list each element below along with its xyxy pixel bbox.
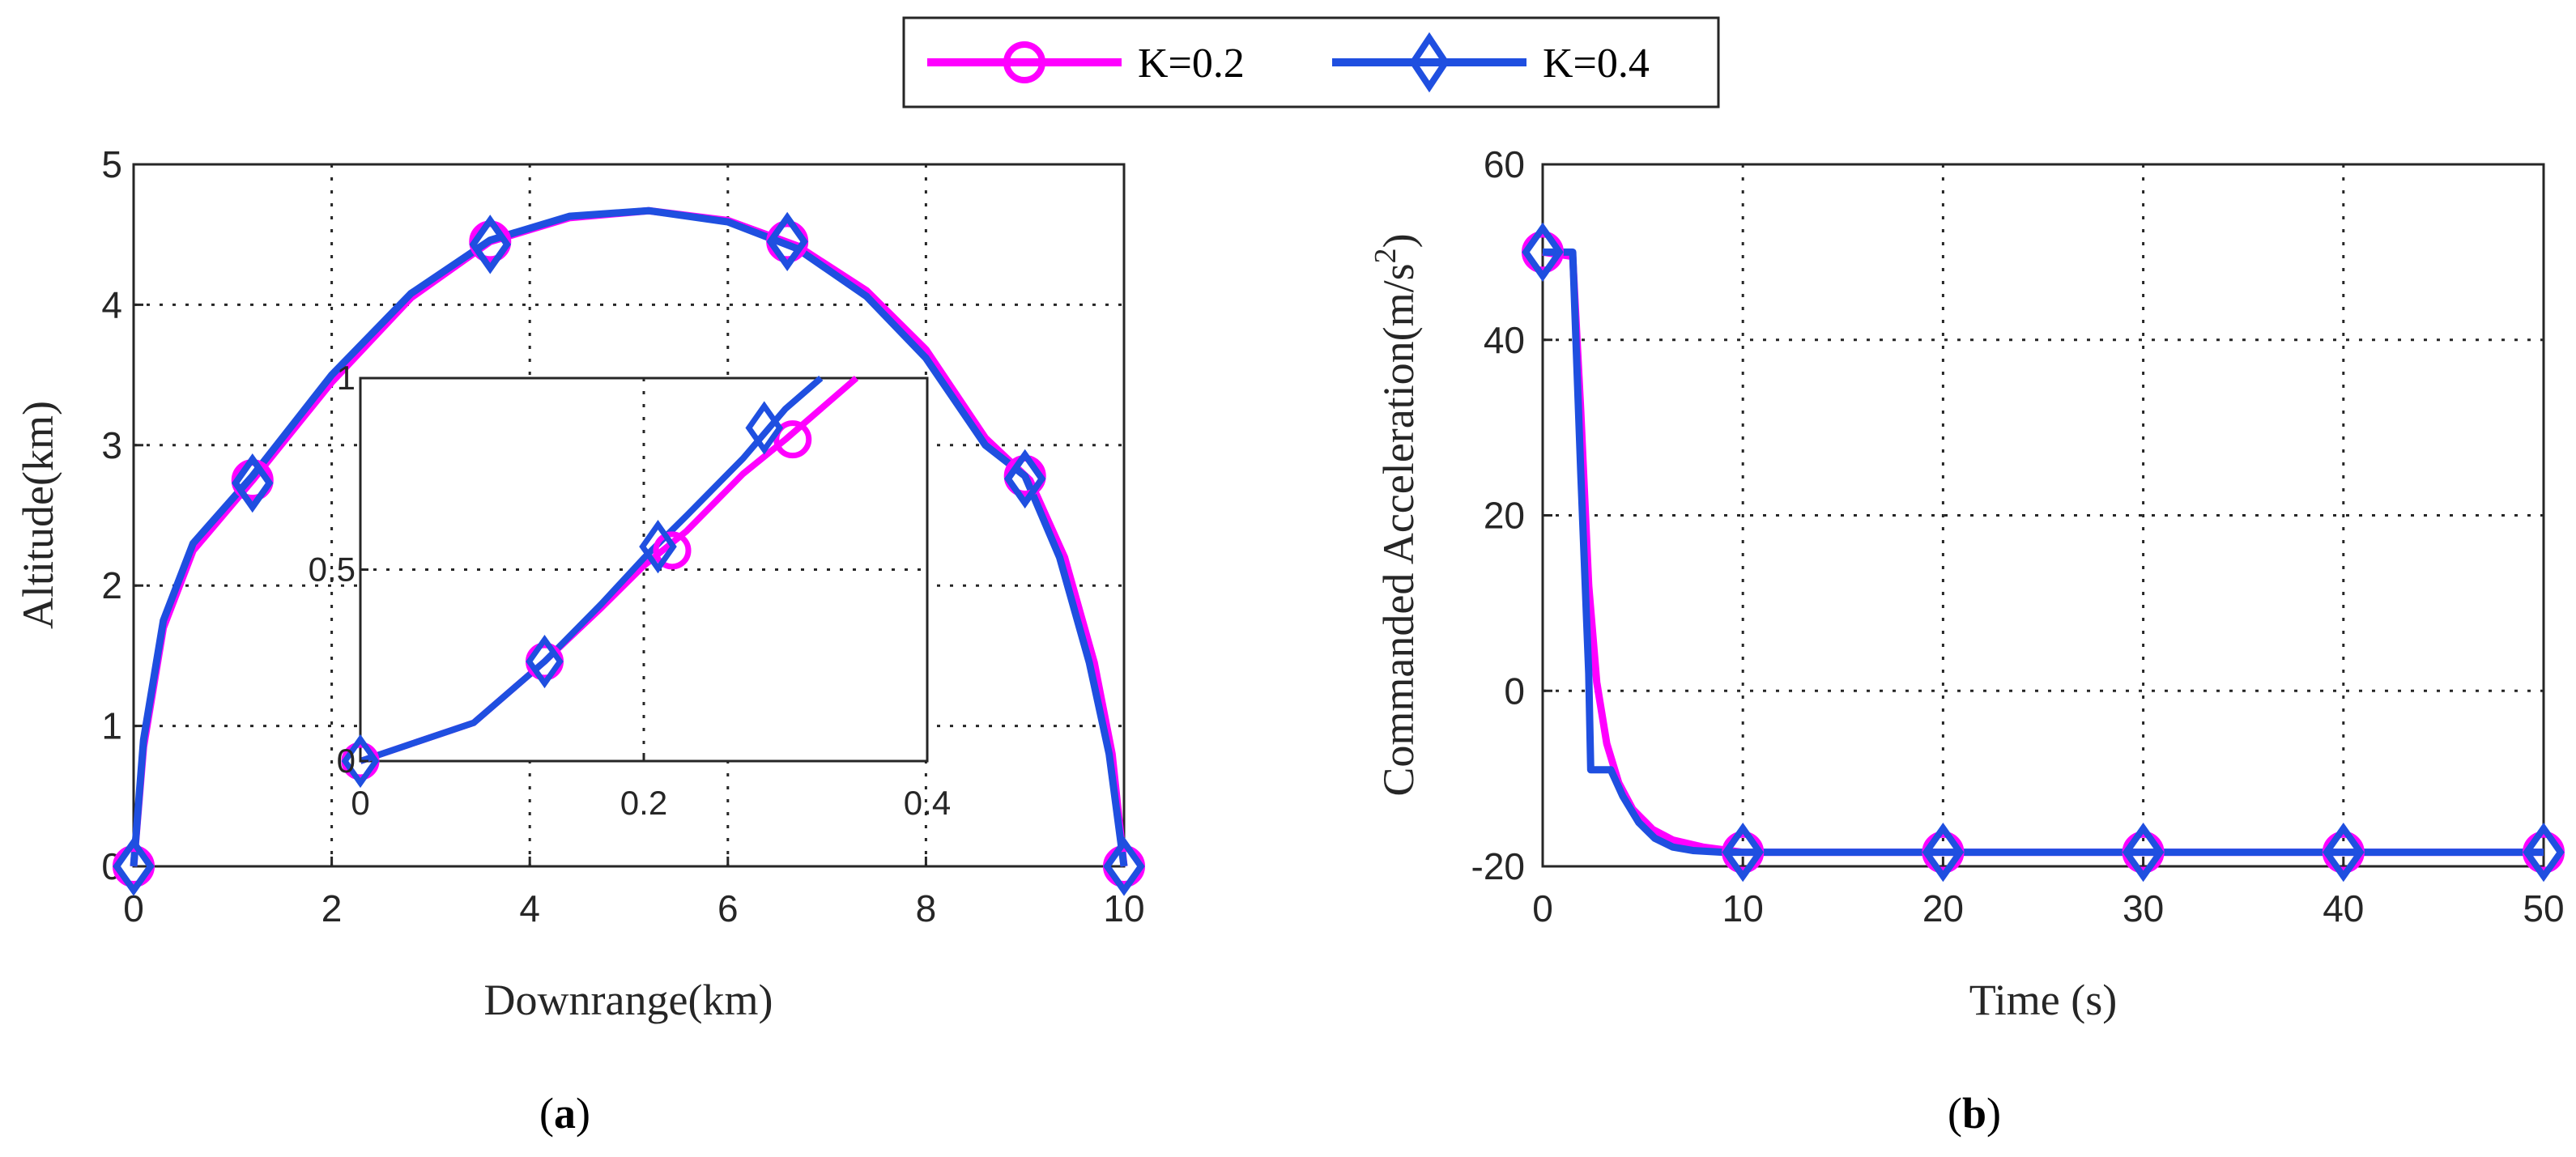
inset-x-ticks: 0 0.2 0.4	[351, 753, 951, 822]
inset-series	[341, 375, 859, 789]
x-tick-label: 0.2	[620, 784, 667, 822]
y-tick-label: 1	[101, 705, 122, 747]
y-tick-label: 0	[1504, 670, 1525, 712]
chart-b-panel-label: (b)	[1948, 1089, 2001, 1138]
y-tick-label: 4	[101, 283, 122, 325]
chart-b-xlabel: Time (s)	[1969, 976, 2118, 1024]
data-point-k04	[1103, 836, 1145, 896]
x-tick-label: 0	[1532, 887, 1553, 929]
data-point-k04	[231, 453, 274, 513]
x-tick-label: 8	[916, 887, 937, 929]
data-point-k04	[2122, 823, 2165, 883]
chart-b-series	[1522, 222, 2565, 883]
data-point-k04	[766, 211, 808, 272]
x-tick-label: 0.4	[904, 784, 951, 822]
data-point-k04	[1722, 823, 1764, 883]
x-tick-label: 4	[519, 887, 540, 929]
series-line-k02	[1542, 248, 2544, 857]
data-point-k04	[341, 734, 380, 789]
inset-y-ticks: 00.51	[309, 359, 368, 780]
data-point-k02	[773, 420, 812, 459]
x-tick-label: 6	[717, 887, 739, 929]
y-tick-label: 0	[337, 742, 356, 780]
legend-marker-circle	[1003, 41, 1045, 83]
y-tick-label: 40	[1484, 319, 1525, 361]
chart-a-ylabel: Altitude(km)	[14, 401, 62, 629]
x-tick-label: 40	[2323, 887, 2364, 929]
y-tick-label: 20	[1484, 495, 1525, 537]
legend-marker-diamond	[1409, 32, 1450, 93]
chart-b-frame	[1541, 163, 2545, 868]
legend-label-k02: K=0.2	[1138, 40, 1245, 87]
y-tick-label: 1	[337, 359, 356, 397]
chart-b-ylabel-end: )	[1374, 233, 1423, 248]
data-point-k04	[639, 520, 677, 574]
data-point-k04	[745, 401, 784, 455]
chart-a-panel-label: (a)	[539, 1089, 590, 1138]
data-point-k04	[469, 215, 512, 274]
chart-b-y-ticks: -20 0 20 40 60	[1471, 143, 1552, 887]
series-line-k04	[359, 375, 824, 764]
x-tick-label: 30	[2123, 887, 2164, 929]
x-tick-label: 50	[2523, 887, 2564, 929]
series-line-k04	[1543, 248, 2544, 857]
y-tick-label: 3	[101, 424, 122, 466]
data-point-k02	[653, 531, 692, 570]
chart-b-x-ticks: 0 10 20 30 40 50	[1532, 857, 2565, 929]
legend-label-k04: K=0.4	[1543, 40, 1650, 87]
chart-a-frame	[132, 163, 1126, 868]
series-line-k04	[130, 206, 1128, 867]
data-point-k04	[2523, 823, 2565, 883]
x-tick-label: 0	[351, 784, 369, 822]
chart-b-ylabel: Commanded Acceleration(m/s2)	[1369, 233, 1423, 796]
x-tick-label: 2	[321, 887, 343, 929]
data-point-k04	[2323, 823, 2365, 883]
y-tick-label: 60	[1484, 143, 1525, 185]
data-point-k04	[526, 634, 564, 689]
y-tick-label: -20	[1471, 845, 1525, 887]
legend: K=0.2 K=0.4	[902, 16, 1720, 108]
x-tick-label: 10	[1722, 887, 1764, 929]
data-point-k04	[1922, 823, 1965, 883]
data-point-k04	[1522, 222, 1564, 283]
data-point-k04	[113, 836, 155, 896]
chart-a-xlabel: Downrange(km)	[484, 976, 773, 1024]
chart-b-panel-letter: b	[1962, 1089, 1986, 1138]
chart-b-ylabel-sup: 2	[1369, 248, 1403, 263]
x-tick-label: 20	[1922, 887, 1964, 929]
y-tick-label: 5	[101, 143, 122, 185]
y-tick-label: 2	[101, 564, 122, 606]
chart-b-ylabel-main: Commanded Acceleration(m/s	[1374, 263, 1423, 796]
chart-a-series	[113, 206, 1145, 896]
data-point-k04	[1003, 449, 1046, 509]
y-tick-label: 0.5	[309, 551, 356, 589]
chart-b-grid	[1543, 164, 2544, 866]
chart-a-panel-letter: a	[554, 1089, 576, 1138]
